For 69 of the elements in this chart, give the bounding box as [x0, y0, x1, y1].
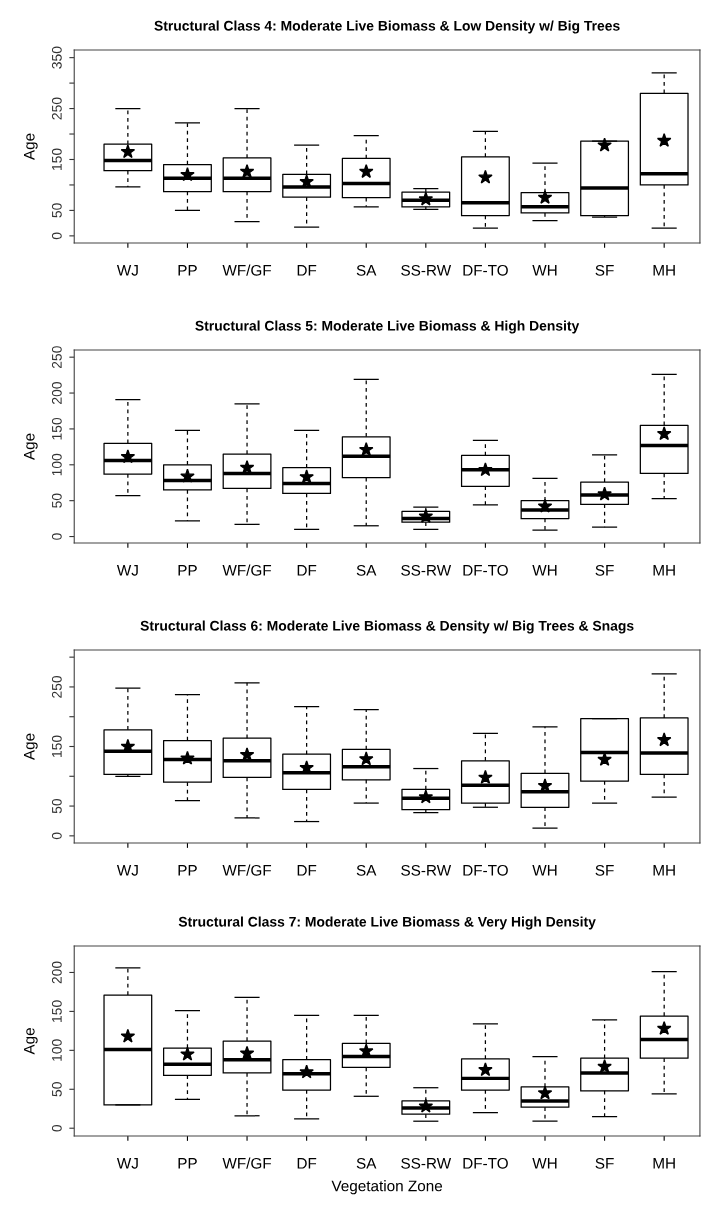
y-tick-label: 350 [51, 46, 62, 69]
x-tick-label: DF [297, 865, 317, 876]
y-tick-label: 50 [51, 493, 62, 508]
y-axis-title: Age [24, 133, 38, 161]
x-tick-label: DF [297, 1158, 317, 1169]
x-tick-label: PP [178, 565, 197, 576]
x-tick-label: SS-RW [401, 564, 452, 576]
x-tick-label: WH [532, 265, 557, 276]
chart-title: Structural Class 4: Moderate Live Biomass & Low Density w/ Big Trees [154, 20, 620, 34]
y-tick-label: 200 [51, 961, 62, 984]
x-tick-label: DF-TO [463, 264, 508, 276]
x-tick-label: PP [178, 265, 197, 276]
x-tick-label: MH [653, 1158, 675, 1169]
y-tick-label: 250 [51, 346, 62, 369]
chart-title: Structural Class 6: Moderate Live Biomass & Density w/ Big Trees & Snags [140, 620, 634, 634]
x-tick-label: SF [595, 864, 614, 876]
x-tick-label: DF-TO [463, 864, 508, 876]
y-tick-label: 150 [51, 417, 62, 440]
x-tick-label: WJ [116, 565, 138, 576]
x-tick-label: WJ [116, 865, 138, 876]
x-tick-label: MH [653, 865, 675, 876]
x-tick-label: WF/GF [222, 564, 272, 576]
x-tick-label: WJ [116, 1158, 138, 1169]
y-axis-title: Age [24, 1028, 38, 1055]
y-tick-label: 150 [51, 1000, 62, 1022]
x-tick-label: WH [532, 865, 557, 876]
x-tick-label: DF-TO [463, 564, 508, 576]
x-tick-label: SF [595, 1157, 614, 1169]
x-tick-label: SS-RW [401, 1157, 452, 1169]
y-tick-label: 50 [51, 1082, 62, 1097]
x-tick-label: SA [356, 564, 377, 576]
y-tick-label: 250 [51, 675, 62, 698]
y-tick-label: 50 [51, 203, 62, 218]
y-tick-label: 150 [51, 735, 62, 758]
chart-title: Structural Class 7: Moderate Live Biomass & Very High Density [178, 916, 596, 930]
y-tick-label: 100 [51, 1039, 62, 1061]
x-tick-label: DF [297, 565, 317, 576]
y-tick-label: 250 [51, 97, 62, 120]
x-tick-label: WF/GF [222, 864, 272, 876]
x-tick-label: SA [356, 1157, 377, 1169]
y-tick-label: 150 [51, 148, 62, 171]
x-tick-label: SF [595, 564, 614, 576]
x-tick-label: DF-TO [463, 1157, 508, 1169]
chart-title: Structural Class 5: Moderate Live Biomass & High Density [195, 320, 580, 334]
x-tick-label: WH [532, 1158, 557, 1169]
x-tick-label: DF [297, 265, 317, 276]
x-tick-label: PP [178, 1158, 197, 1169]
x-axis-title: Vegetation Zone [331, 1180, 443, 1195]
x-tick-label: WF/GF [222, 264, 272, 276]
x-tick-label: WJ [116, 265, 138, 276]
y-tick-label: 200 [51, 382, 62, 404]
x-tick-label: PP [178, 865, 197, 876]
y-tick-label: 50 [51, 798, 62, 814]
x-tick-label: SS-RW [401, 264, 452, 276]
x-tick-label: SA [356, 264, 377, 276]
y-axis-title: Age [24, 433, 38, 461]
y-tick-label: 0 [51, 832, 62, 840]
x-tick-label: WF/GF [222, 1157, 272, 1169]
y-tick-label: 0 [51, 232, 62, 240]
x-tick-label: MH [653, 565, 675, 576]
y-axis-title: Age [24, 733, 38, 761]
x-tick-label: SA [356, 864, 377, 876]
x-tick-label: MH [653, 265, 675, 276]
y-tick-label: 0 [51, 533, 62, 540]
y-tick-label: 100 [51, 453, 62, 476]
x-tick-label: SS-RW [401, 864, 452, 876]
y-tick-label: 0 [51, 1124, 62, 1132]
x-tick-label: WH [532, 565, 557, 576]
x-tick-label: SF [595, 264, 614, 276]
